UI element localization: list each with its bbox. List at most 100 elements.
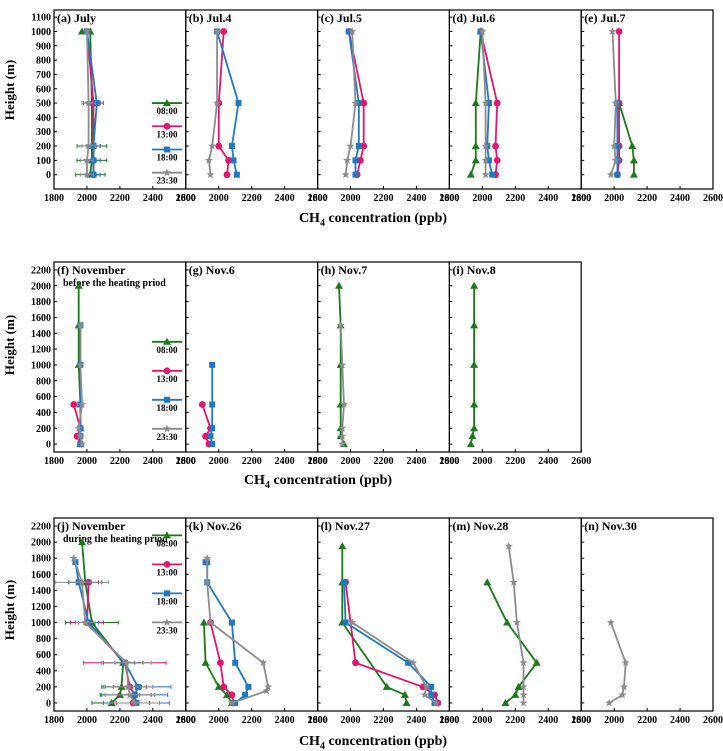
point-marker — [348, 618, 357, 626]
y-tick-label: 1000 — [31, 360, 51, 371]
point-marker — [228, 619, 235, 626]
point-marker — [343, 156, 352, 164]
legend-label: 18:00 — [157, 152, 178, 162]
point-marker — [83, 170, 91, 179]
point-marker — [470, 281, 479, 289]
point-marker — [84, 141, 93, 150]
point-marker — [519, 698, 528, 707]
point-marker — [485, 157, 492, 164]
series-2330 — [203, 554, 273, 707]
point-marker — [74, 424, 83, 432]
point-marker — [209, 441, 216, 448]
legend-label: 18:00 — [157, 596, 178, 606]
point-marker — [223, 171, 231, 179]
panel--d-jul-6: 1800 2000 2200 2400 2600 (d) Jul.6 — [439, 9, 591, 204]
x-tick-label: 2200 — [242, 456, 262, 467]
point-marker — [471, 156, 480, 164]
x-tick-label: 1800 — [571, 715, 591, 726]
point-marker — [204, 156, 213, 164]
point-marker — [342, 619, 349, 626]
point-marker — [466, 440, 475, 448]
point-marker — [242, 691, 249, 698]
point-marker — [213, 27, 222, 35]
panel--b-jul-4: 1800 2000 2200 2400 2600 (b) Jul.4 — [176, 9, 328, 204]
x-tick-label: 2400 — [275, 456, 295, 467]
chart-row-1: Height (m) 0 100 200 300 400 500 600 700 800 900 10… — [2, 9, 723, 229]
y-tick-label: 200 — [36, 142, 51, 153]
series-line — [618, 102, 635, 175]
y-tick-label: 1400 — [31, 329, 51, 340]
point-marker — [409, 658, 418, 667]
legend-label: 18:00 — [157, 403, 178, 413]
point-marker — [198, 401, 206, 408]
point-marker — [405, 659, 412, 666]
point-marker — [228, 143, 235, 150]
point-marker — [481, 170, 490, 179]
point-marker — [360, 99, 368, 107]
point-marker — [338, 424, 347, 432]
panel--g-nov-6: 1800 2000 2200 2400 2600 (g) Nov.6 — [176, 261, 328, 467]
panel-frame — [580, 9, 714, 190]
point-marker — [629, 170, 638, 178]
point-marker — [93, 100, 100, 107]
point-marker — [615, 28, 623, 35]
point-marker — [493, 156, 501, 164]
point-marker — [338, 360, 347, 369]
point-marker — [78, 400, 86, 408]
point-marker — [519, 682, 528, 691]
y-axis-label: Height (m) — [2, 580, 17, 640]
point-marker — [420, 690, 429, 699]
panel--e-jul-7: 1800 2000 2200 2400 2600 (e) Jul.7 — [571, 9, 723, 204]
point-marker — [164, 590, 170, 597]
y-tick-label: 600 — [36, 84, 51, 95]
x-tick-label: 2000 — [472, 193, 492, 204]
series-2330 — [348, 618, 441, 707]
panel-title: (g) Nov.6 — [189, 263, 235, 277]
point-marker — [74, 281, 83, 289]
point-marker — [432, 698, 441, 707]
x-tick-label: 1800 — [44, 456, 64, 467]
point-marker — [352, 157, 359, 164]
chart-row-2: Height (m)020040060080010001200140016001… — [2, 261, 591, 491]
x-tick-label: 2400 — [538, 715, 558, 726]
series-line — [72, 557, 136, 704]
point-marker — [76, 321, 85, 329]
panel-title: (e) Jul.7 — [584, 11, 625, 25]
x-axis-label: CH4 concentration (ppb) — [299, 734, 447, 751]
series-line — [486, 581, 538, 704]
point-marker — [78, 538, 87, 546]
point-marker — [428, 683, 435, 690]
x-tick-label: 2000 — [472, 456, 492, 467]
x-tick-label: 2400 — [538, 456, 558, 467]
point-marker — [232, 699, 239, 706]
panel-frame — [448, 9, 582, 190]
legend: 08:00 13:00 18:00 23:30 — [152, 99, 182, 186]
point-marker — [81, 618, 90, 626]
x-tick-label: 2200 — [110, 715, 130, 726]
point-marker — [352, 659, 359, 667]
point-marker — [230, 157, 237, 164]
point-marker — [470, 424, 479, 432]
y-tick-label: 200 — [36, 424, 51, 435]
series-1800 — [207, 361, 216, 448]
point-marker — [163, 367, 171, 375]
y-tick-label: 0 — [46, 698, 51, 709]
point-marker — [259, 658, 268, 667]
point-marker — [232, 659, 239, 666]
panel-title: (f) November — [57, 263, 126, 277]
x-tick-label: 1800 — [176, 193, 196, 204]
y-tick-label: 1600 — [31, 570, 51, 581]
y-tick-label: 1800 — [31, 297, 51, 308]
y-tick-label: 500 — [36, 99, 51, 110]
point-marker — [511, 690, 520, 698]
point-marker — [336, 321, 345, 329]
point-marker — [357, 156, 364, 164]
x-tick-label: 2000 — [77, 456, 97, 467]
point-marker — [228, 691, 236, 699]
legend-label: 08:00 — [157, 345, 178, 355]
point-marker — [163, 424, 171, 433]
y-tick-label: 1000 — [31, 27, 51, 38]
